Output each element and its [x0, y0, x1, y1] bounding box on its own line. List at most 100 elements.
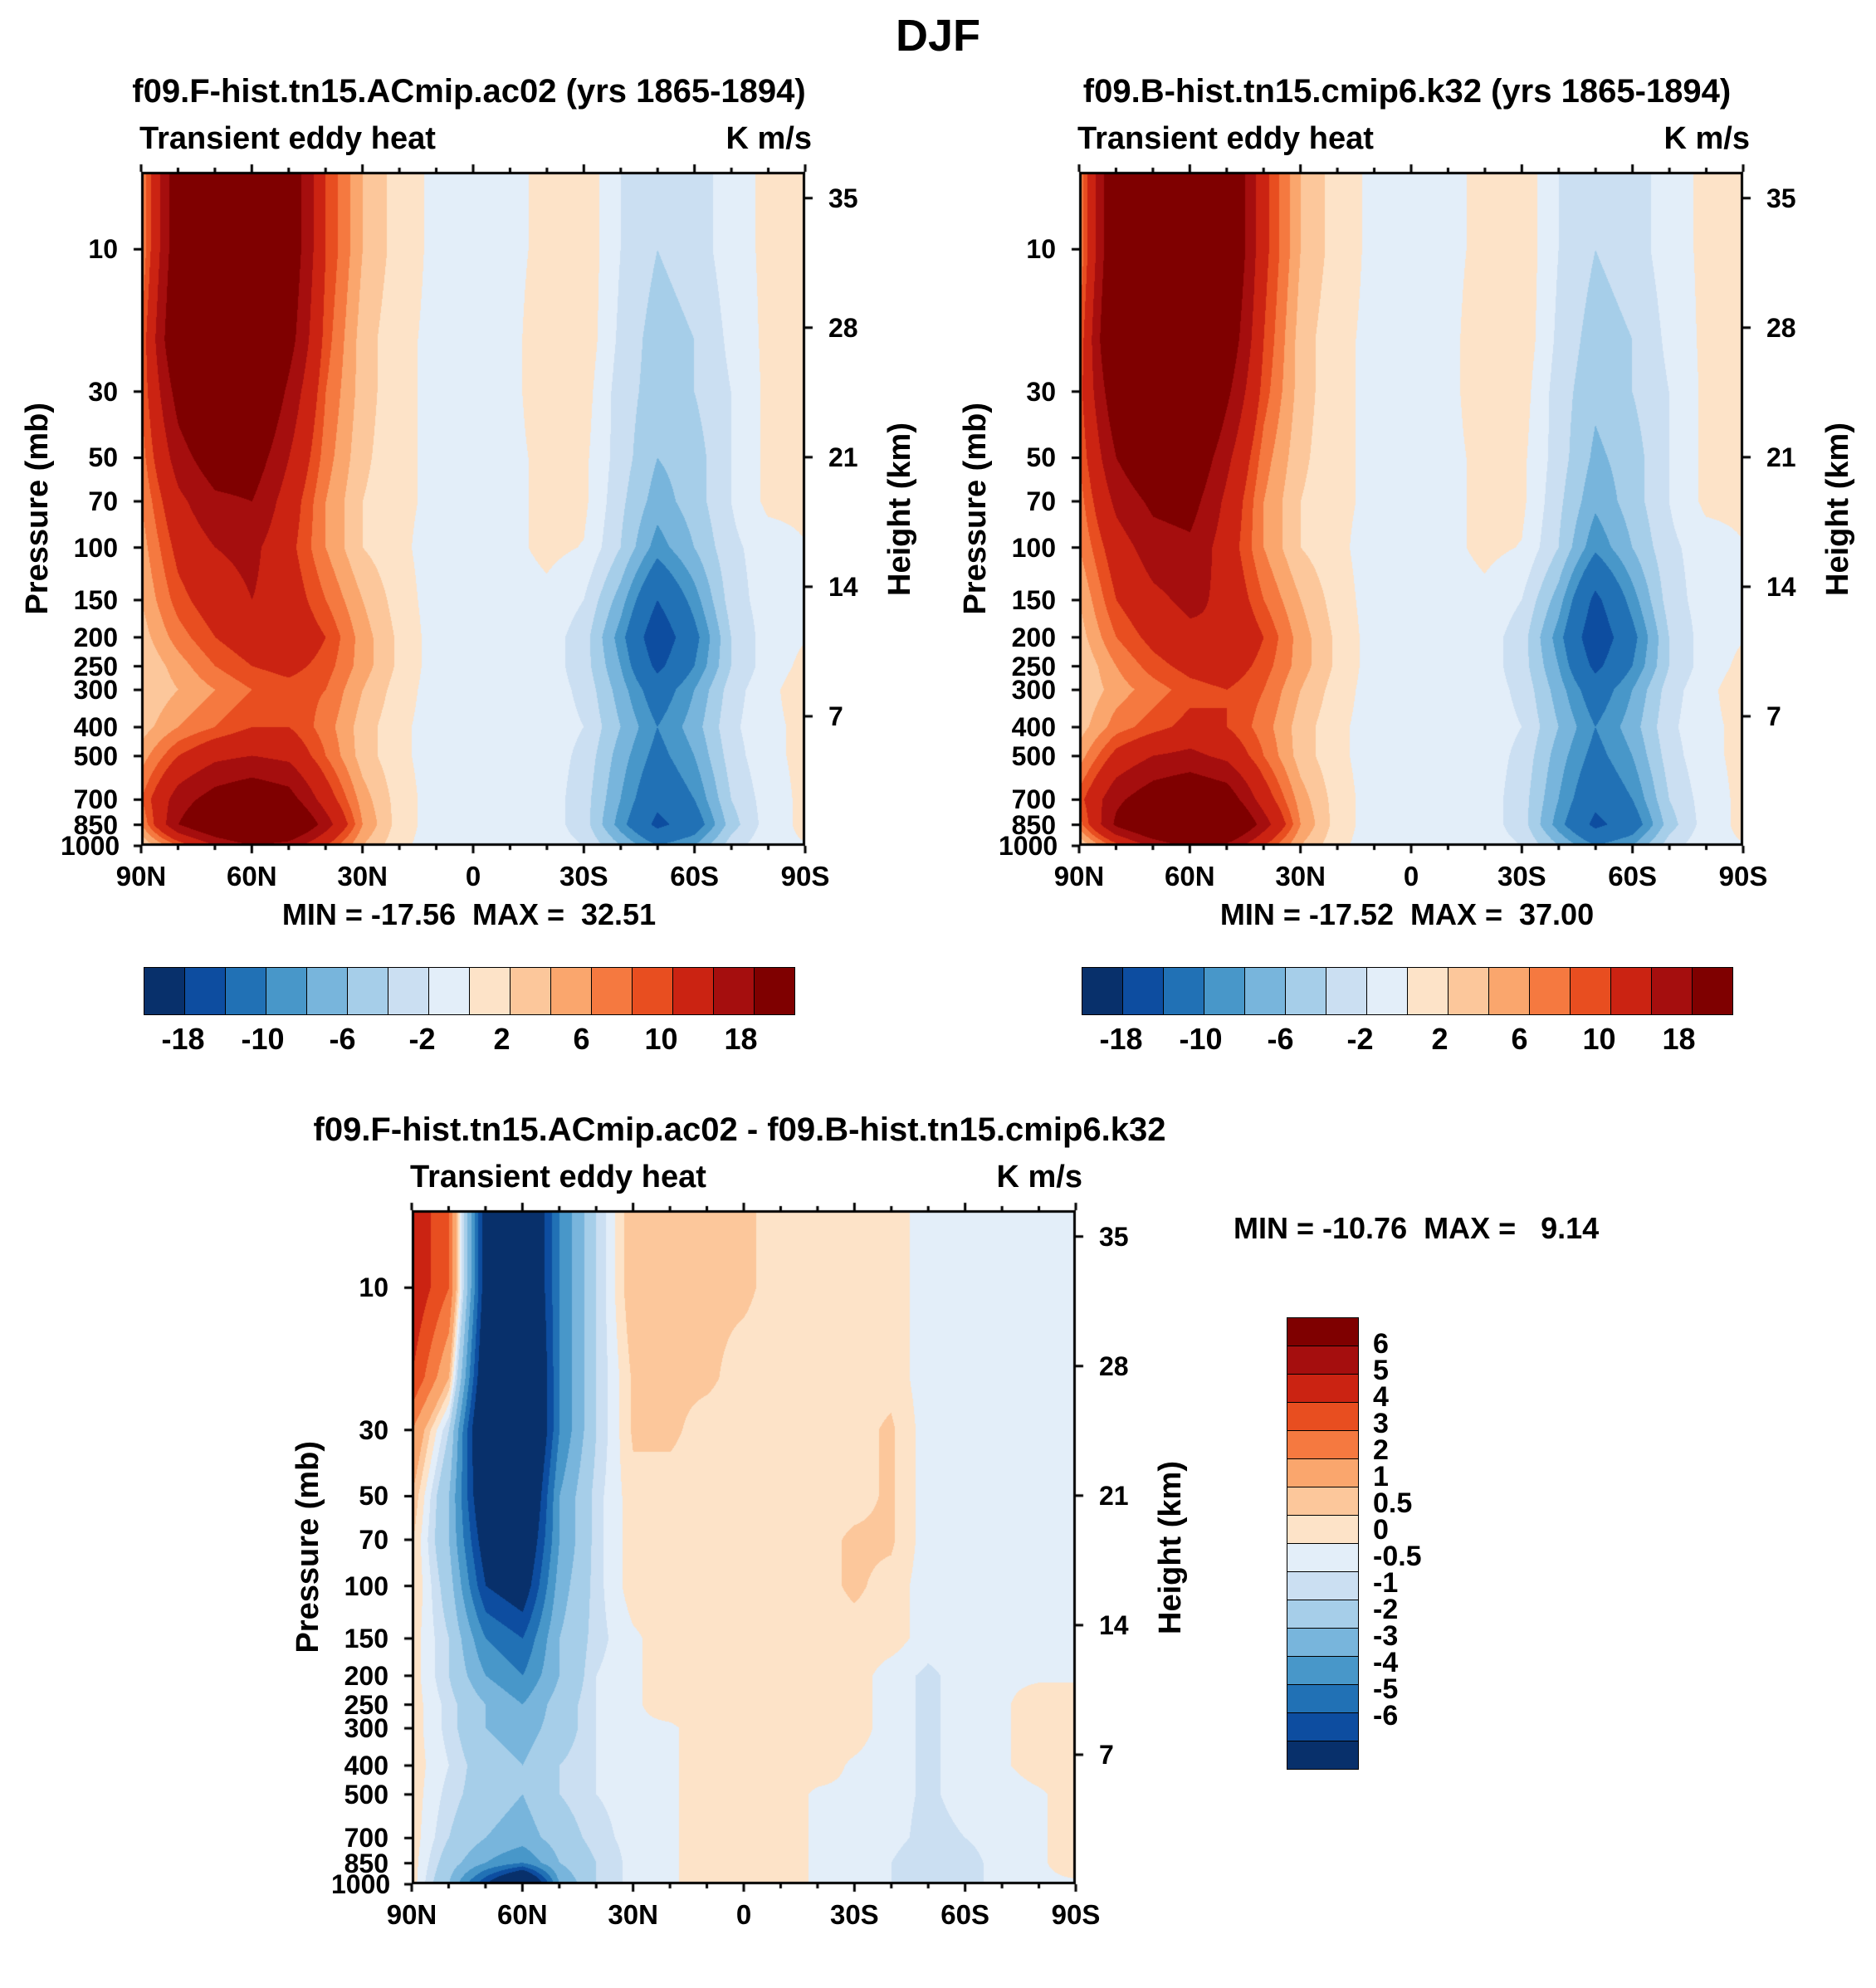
- colorbar-tick-label: -1: [1373, 1567, 1399, 1599]
- contour-plot-canvas: [131, 162, 815, 856]
- colorbar-box: [1287, 1430, 1359, 1459]
- pressure-tick-label: 150: [1011, 584, 1056, 615]
- colorbar-box: [631, 967, 673, 1015]
- pressure-axis-title-cell: Pressure (mb): [953, 162, 999, 856]
- colorbar-box: [305, 967, 348, 1015]
- colorbar-box: [143, 967, 185, 1015]
- colorbar-box: [468, 967, 511, 1015]
- colorbar-box: [1162, 967, 1204, 1015]
- colorbar-tick-label: -2: [408, 1022, 436, 1056]
- colorbar-tick-label: -6: [1267, 1022, 1294, 1056]
- field-title: Transient eddy heat: [410, 1160, 706, 1194]
- colorbar-tick-label: -2: [1373, 1594, 1399, 1625]
- pressure-tick-label: 700: [1011, 784, 1056, 815]
- plot-area: 90N 60N 30N 0 30S 60S 90S: [387, 1200, 1100, 1930]
- colorbar-box: [1365, 967, 1408, 1015]
- field-title: Transient eddy heat: [139, 121, 436, 156]
- colorbar-vertical: 6 5 4 3 2 1 0.5 0 -0.5 -1 -2 -3 -4 -5 -6: [1287, 1317, 1422, 1770]
- colorbar-box: [1287, 1684, 1359, 1713]
- panel-difference: f09.F-hist.tn15.ACmip.ac02 - f09.B-hist.…: [286, 1111, 1194, 1930]
- pressure-tick-label: 700: [344, 1823, 388, 1854]
- pressure-tick-label: 70: [88, 486, 118, 516]
- pressure-tick-label: 70: [359, 1524, 388, 1555]
- height-axis-title-cell: Height (km): [1148, 1200, 1194, 1894]
- latitude-tick-label: 90N: [386, 1899, 437, 1930]
- colorbar-box: [1287, 1543, 1359, 1572]
- pressure-tick-label: 400: [344, 1751, 388, 1780]
- colorbar-box: [1287, 1515, 1359, 1544]
- latitude-tick-label: 60N: [497, 1899, 548, 1930]
- pressure-tick-label: 250: [73, 651, 118, 681]
- plot-grid: Transient eddy heat K m/s Pressure (mb) …: [15, 119, 923, 891]
- latitude-tick-label: 60S: [940, 1899, 990, 1930]
- colorbar-box: [1691, 967, 1733, 1015]
- height-tick-label: 28: [828, 312, 858, 343]
- colorbar-box: [1287, 1600, 1359, 1629]
- pressure-tick-label: 1000: [331, 1869, 391, 1899]
- colorbar-box: [1569, 967, 1611, 1015]
- colorbar-box: [427, 967, 470, 1015]
- height-tick-label: 14: [1766, 571, 1796, 602]
- colorbar-box: [1121, 967, 1164, 1015]
- colorbar-labels: -18 -10 -6 -2 2 6 10 18: [144, 1015, 795, 1058]
- figure-title: DJF: [895, 11, 980, 61]
- latitude-tick-label: 60N: [1165, 861, 1215, 891]
- colorbar-box: [550, 967, 592, 1015]
- pressure-tick-label: 200: [73, 622, 118, 652]
- pressure-tick-label: 150: [73, 584, 118, 615]
- colorbar-tick-label: -6: [329, 1022, 356, 1056]
- colorbar-tick-label: 6: [1511, 1022, 1528, 1056]
- contour-plot-canvas: [1069, 162, 1753, 856]
- plot-grid: Transient eddy heat K m/s Pressure (mb) …: [953, 119, 1861, 891]
- field-title: Transient eddy heat: [1077, 121, 1374, 156]
- pressure-tick-label: 500: [73, 740, 118, 771]
- units-label: K m/s: [1663, 121, 1750, 156]
- colorbar-box: [346, 967, 388, 1015]
- pressure-tick-label: 400: [73, 712, 118, 742]
- colorbar-tick-label: -3: [1373, 1620, 1399, 1652]
- height-tick-label: 28: [1766, 312, 1796, 343]
- colorbar-box: [1287, 1571, 1359, 1600]
- colorbar-box: [1287, 1741, 1359, 1770]
- height-tick-label: 28: [1099, 1351, 1129, 1381]
- height-tick-label: 14: [1099, 1609, 1129, 1640]
- pressure-tick-label: 30: [1026, 376, 1056, 407]
- plot-area: 90N 60N 30N 0 30S 60S 90S: [116, 162, 829, 891]
- latitude-tick-label: 0: [465, 861, 481, 891]
- colorbar-tick-label: 6: [1373, 1328, 1389, 1360]
- pressure-tick-label: 50: [1026, 442, 1056, 473]
- colorbar-box: [1406, 967, 1449, 1015]
- pressure-tick-labels: 10 30 50 70 100 150 200 250 300 400 500 700 850 1000: [61, 162, 131, 860]
- colorbar-tick-label: 4: [1373, 1381, 1389, 1413]
- colorbar-tick-label: 2: [1373, 1434, 1389, 1466]
- colorbar-box: [1287, 1374, 1359, 1403]
- colorbar-labels: -18 -10 -6 -2 2 6 10 18: [1082, 1015, 1733, 1058]
- colorbar-tick-label: -18: [161, 1022, 205, 1056]
- latitude-tick-label: 90S: [1051, 1899, 1101, 1930]
- colorbar-tick-label: 6: [573, 1022, 590, 1056]
- colorbar-box: [753, 967, 795, 1015]
- pressure-tick-label: 50: [359, 1481, 388, 1512]
- pressure-tick-label: 1000: [61, 831, 120, 861]
- colorbar-box: [1650, 967, 1693, 1015]
- minmax-label: MIN = -17.56 MAX = 32.51: [281, 897, 657, 931]
- colorbar-boxes: [143, 967, 795, 1015]
- pressure-tick-label: 700: [73, 784, 118, 815]
- colorbar-boxes: [1287, 1317, 1359, 1770]
- colorbar-tick-label: 2: [493, 1022, 511, 1056]
- colorbar-box: [183, 967, 226, 1015]
- plot-area: 90N 60N 30N 0 30S 60S 90S: [1054, 162, 1767, 891]
- colorbar-tick-label: -2: [1346, 1022, 1374, 1056]
- colorbar-tick-label: -10: [241, 1022, 285, 1056]
- panel-title: f09.F-hist.tn15.ACmip.ac02 (yrs 1865-189…: [132, 73, 806, 110]
- colorbar-box: [1081, 967, 1123, 1015]
- height-tick-label: 21: [828, 442, 858, 472]
- contour-plot-canvas: [402, 1200, 1086, 1894]
- colorbar-tick-label: 0: [1373, 1514, 1389, 1546]
- colorbar: -18 -10 -6 -2 2 6 10 18: [143, 967, 795, 1058]
- latitude-tick-label: 90N: [1053, 861, 1105, 891]
- panel-model-a: f09.F-hist.tn15.ACmip.ac02 (yrs 1865-189…: [15, 73, 923, 1058]
- colorbar-box: [1287, 1712, 1359, 1741]
- units-label: K m/s: [725, 121, 812, 156]
- pressure-tick-label: 850: [1011, 809, 1056, 840]
